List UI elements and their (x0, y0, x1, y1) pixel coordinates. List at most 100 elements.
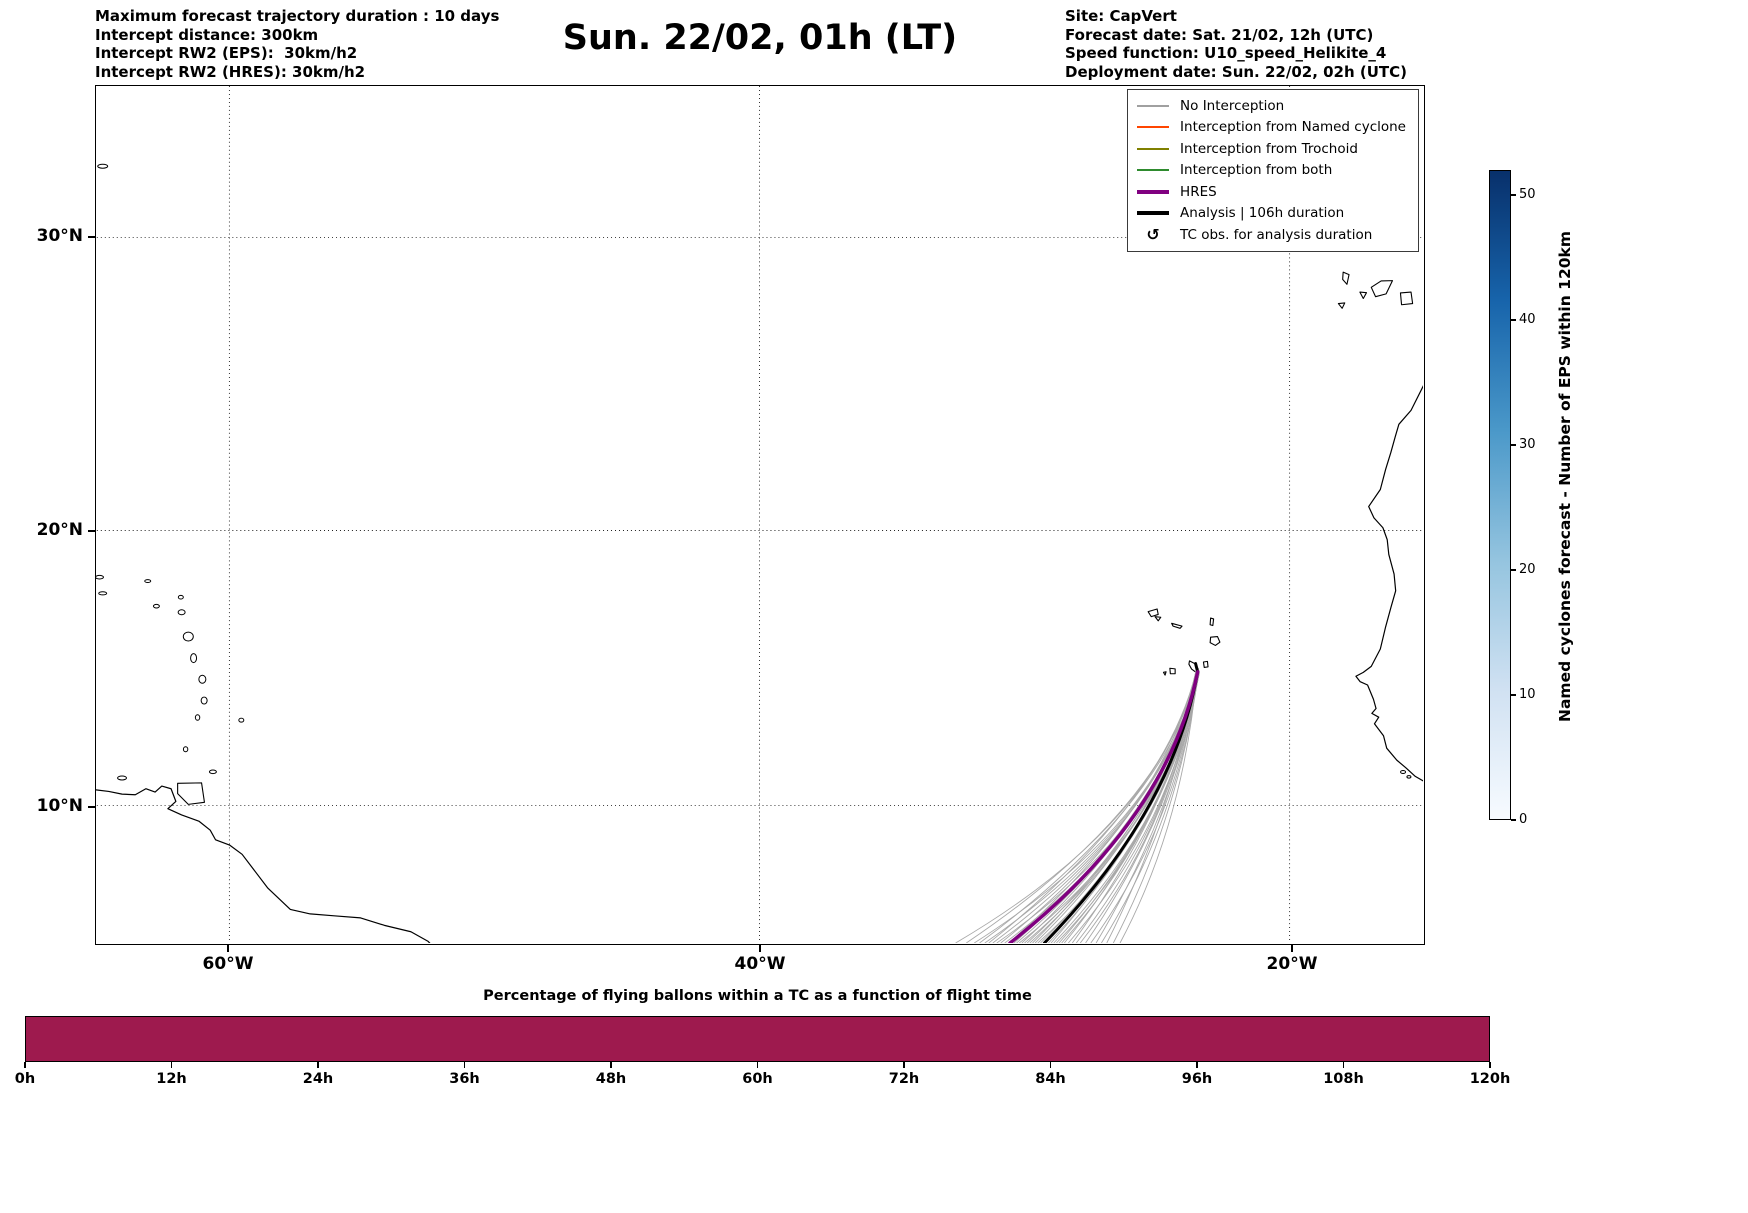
forecast-parameters-block: Maximum forecast trajectory duration : 1… (95, 7, 499, 81)
flight-bar-title: Percentage of flying ballons within a TC… (483, 988, 1032, 1004)
legend-line-sample (1137, 189, 1170, 194)
flight-tickmark (1196, 1062, 1198, 1068)
colorbar-axis-label-text: Named cyclones forecast - Number of EPS … (1556, 231, 1574, 722)
page-title: Sun. 22/02, 01h (LT) (562, 18, 958, 58)
island-outline (1209, 636, 1221, 646)
legend-label: HRES (1180, 183, 1217, 200)
coastline (1355, 385, 1423, 782)
tc-obs-icon: ↺ (1146, 224, 1160, 244)
trajectory-map: No Interception Interception from Named c… (95, 85, 1425, 945)
colorbar-tick-label: 40 (1519, 312, 1536, 327)
lon-tickmark (759, 945, 761, 952)
island-outline (152, 603, 160, 609)
island-outline (1342, 271, 1350, 285)
flight-tickmark (1342, 1062, 1345, 1068)
island-outline (182, 631, 194, 642)
flight-tickmark (903, 1062, 905, 1068)
flight-tickmark (756, 1062, 759, 1068)
legend-item: Interception from Named cyclone (1137, 117, 1406, 139)
island-outline (177, 609, 186, 616)
lat-tick-label: 30°N (36, 226, 83, 247)
colorbar-tickmark (1511, 444, 1516, 446)
flight-tick-label: 60h (742, 1071, 773, 1087)
island-outline (1162, 671, 1167, 676)
lat-tick-label: 10°N (36, 796, 83, 816)
flight-tickmark (1489, 1062, 1491, 1068)
island-outline (198, 674, 207, 684)
colorbar-axis-label: Named cyclones forecast - Number of EPS … (1556, 231, 1576, 742)
flight-tick-label: 12h (156, 1071, 187, 1087)
legend-label: Interception from both (1180, 162, 1333, 179)
flight-tick-label: 96h (1181, 1071, 1213, 1087)
island-outline (194, 714, 201, 721)
island-outline (200, 696, 208, 705)
colorbar-tick-label: 30 (1519, 437, 1536, 452)
island-outline (97, 163, 109, 169)
colorbar-tickmark (1511, 694, 1516, 696)
island-outline (1370, 280, 1394, 298)
forecast-parameter-line: Maximum forecast trajectory duration : 1… (95, 7, 500, 25)
legend-line-sample (1137, 126, 1170, 129)
colorbar-tickmark (1511, 194, 1516, 196)
flight-tickmark (463, 1062, 466, 1068)
coastline (96, 785, 431, 943)
lat-tickmark (88, 236, 95, 238)
colorbar-tick-label: 10 (1519, 687, 1536, 702)
colorbar-tickmark (1511, 569, 1516, 571)
flight-tickmark (24, 1062, 26, 1068)
flight-percentage-band (25, 1016, 1490, 1062)
island-outline (1337, 302, 1346, 309)
lon-tick-label: 40°W (734, 954, 786, 974)
lat-tick-label: 20°N (36, 520, 83, 541)
island-outline (96, 574, 104, 580)
flight-tickmark (610, 1062, 612, 1068)
island-outline (1209, 617, 1215, 627)
island-outline (1399, 291, 1414, 306)
flight-tick-label: 24h (302, 1071, 334, 1087)
colorbar-tick-label: 20 (1519, 562, 1536, 577)
map-legend: No Interception Interception from Named c… (1127, 89, 1419, 252)
legend-item: HRES (1137, 181, 1406, 203)
flight-tick-label: 72h (888, 1071, 920, 1087)
colorbar-tickmark (1511, 319, 1516, 321)
flight-tickmark (1049, 1062, 1052, 1068)
island-outline (1202, 660, 1209, 669)
legend-line-sample (1137, 169, 1170, 172)
flight-tickmark (170, 1062, 173, 1068)
eps-trajectory (1090, 670, 1198, 943)
eps-trajectory (1101, 673, 1199, 943)
island-outline (177, 594, 184, 600)
site-info-line: Speed function: U10_speed_Helikite_4 (1065, 44, 1387, 62)
legend-label: TC obs. for analysis duration (1180, 226, 1373, 243)
island-outline (1147, 608, 1159, 618)
eps-trajectory (988, 671, 1197, 943)
legend-label: Analysis | 106h duration (1180, 205, 1345, 222)
colorbar-tick-label: 0 (1519, 812, 1528, 827)
forecast-parameter-line: Intercept RW2 (EPS): 30km/h2 (95, 44, 358, 62)
lon-tickmark (227, 945, 229, 952)
lat-tickmark (88, 530, 95, 532)
island-outline (1154, 616, 1162, 622)
island-outline (98, 591, 108, 596)
colorbar-tickmark (1511, 819, 1516, 821)
eps-trajectory (984, 670, 1199, 943)
lon-tickmark (1291, 945, 1293, 952)
eps-trajectory (1119, 673, 1198, 943)
legend-item: ↺ TC obs. for analysis duration (1137, 224, 1406, 246)
lat-tickmark (88, 806, 95, 808)
legend-line-sample (1137, 211, 1170, 216)
legend-label: No Interception (1180, 97, 1285, 114)
site-info-line: Site: CapVert (1065, 7, 1177, 25)
island-outline (1400, 770, 1407, 774)
legend-item: Interception from Trochoid (1137, 138, 1406, 160)
eps-trajectory (1075, 670, 1199, 943)
island-outline (1171, 622, 1183, 629)
legend-label: Interception from Trochoid (1180, 140, 1358, 157)
eps-trajectory (1106, 670, 1197, 943)
island-outline (238, 717, 245, 723)
island-outline (1169, 667, 1176, 675)
eps-trajectory (966, 670, 1199, 943)
flight-tickmark (317, 1062, 319, 1068)
legend-label: Interception from Named cyclone (1180, 119, 1406, 136)
flight-tick-label: 120h (1469, 1071, 1511, 1087)
